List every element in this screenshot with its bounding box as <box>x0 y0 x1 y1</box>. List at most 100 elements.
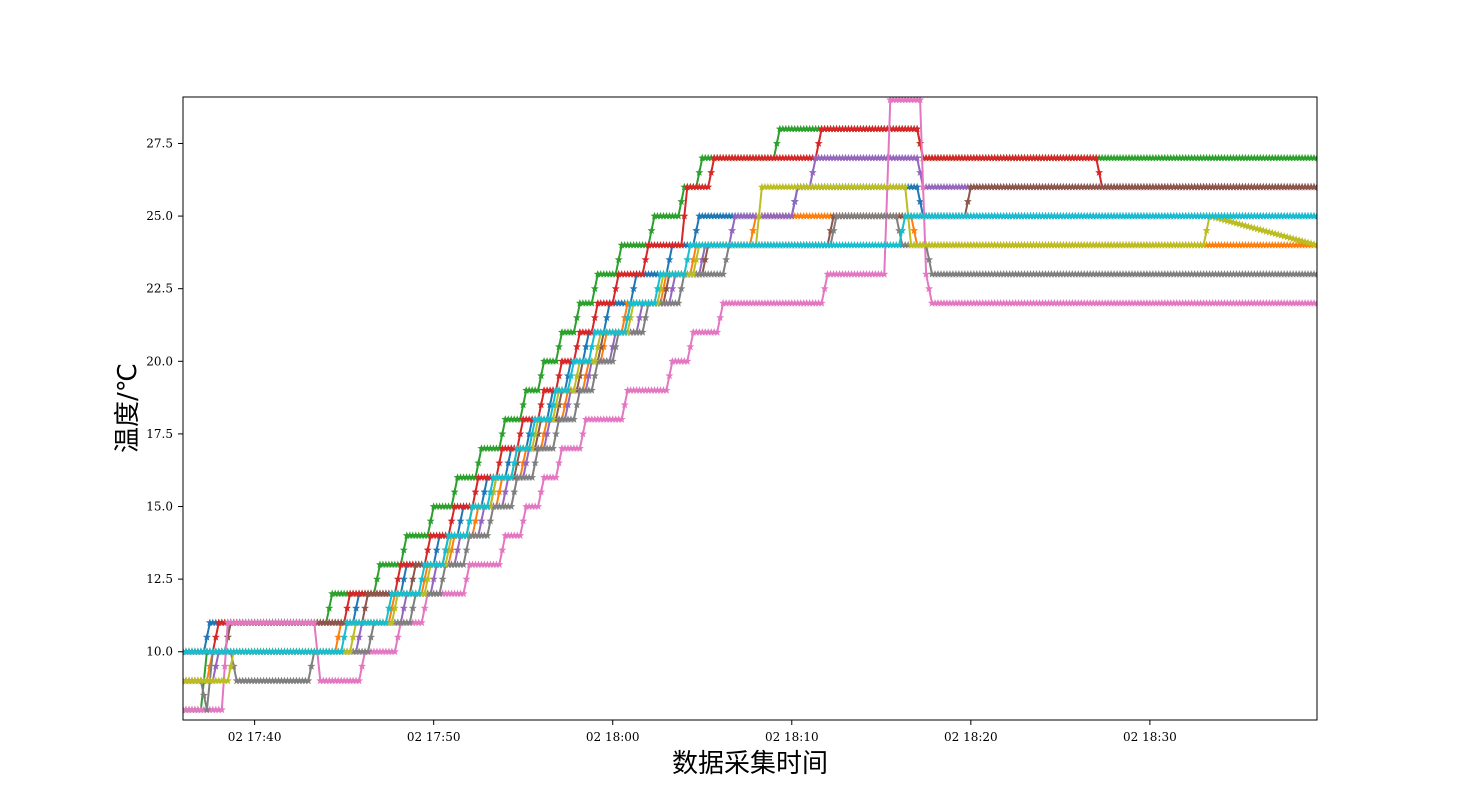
series-point <box>1196 270 1205 278</box>
series-point <box>525 415 534 423</box>
series-point <box>501 531 510 539</box>
series-point <box>1151 299 1160 307</box>
series-point <box>444 560 453 568</box>
series-point <box>1178 153 1187 162</box>
series-point <box>755 211 763 220</box>
series-point <box>1181 153 1190 162</box>
series-point <box>459 589 468 598</box>
series-point <box>1178 299 1187 307</box>
series-point <box>1292 153 1301 162</box>
series-point <box>453 560 462 568</box>
series-point <box>1235 240 1244 249</box>
series-point <box>1148 182 1157 191</box>
series-point <box>384 604 393 612</box>
series-point <box>471 487 480 496</box>
series-point <box>948 240 957 249</box>
series-point <box>516 429 525 438</box>
series-point <box>1202 211 1211 220</box>
series-point <box>447 531 456 539</box>
series-point <box>910 182 919 191</box>
series-point <box>910 124 919 133</box>
series-point <box>1193 299 1202 307</box>
series-point <box>778 299 787 307</box>
series-point <box>1062 240 1071 249</box>
series-point <box>447 545 456 554</box>
series-point <box>217 705 226 714</box>
series-point <box>471 516 480 525</box>
series-point <box>516 415 525 423</box>
series-point <box>1238 153 1247 162</box>
series-point <box>632 328 641 336</box>
series-point <box>1113 270 1122 278</box>
series-point <box>459 560 468 568</box>
series-point <box>695 270 704 278</box>
series-point <box>993 211 1002 220</box>
series-point <box>226 618 235 627</box>
series-point <box>477 444 486 452</box>
series-point <box>519 516 528 525</box>
series-point <box>850 240 859 249</box>
series-point <box>361 589 369 598</box>
series-point <box>516 444 525 452</box>
series-point <box>1098 299 1107 307</box>
series-point <box>1271 270 1280 278</box>
series-point <box>1029 299 1038 307</box>
series-point <box>528 444 537 452</box>
series-point <box>384 647 393 656</box>
series-point <box>620 299 629 307</box>
series-point <box>704 153 713 162</box>
series-point <box>361 604 369 612</box>
series-point <box>420 604 429 612</box>
series-point <box>820 284 829 293</box>
y-tick-label: 12.5 <box>146 572 173 586</box>
series-point <box>892 153 901 162</box>
series-point <box>940 299 948 307</box>
series-point <box>620 240 629 249</box>
series-point <box>1160 182 1169 191</box>
series-point <box>752 211 760 220</box>
series-point <box>498 545 507 554</box>
series-point <box>1154 270 1163 278</box>
series-point <box>841 270 850 278</box>
series-point <box>331 676 340 685</box>
series-point <box>223 618 232 627</box>
series-point <box>1053 211 1062 220</box>
series-point <box>444 545 453 554</box>
series-point <box>629 270 638 278</box>
series-point <box>555 342 563 351</box>
series-point <box>593 328 602 336</box>
series-point <box>1145 182 1154 191</box>
series-point <box>340 633 349 641</box>
series-point <box>716 313 725 322</box>
series-point <box>805 299 814 307</box>
series-point <box>898 240 907 249</box>
series-point <box>331 647 340 656</box>
series-point <box>1035 153 1044 162</box>
series-point <box>707 270 716 278</box>
series-point <box>1065 299 1074 307</box>
series-point <box>1136 240 1145 249</box>
series-point <box>1014 211 1023 220</box>
series-point <box>808 182 817 191</box>
series-point <box>671 270 680 278</box>
series-point <box>781 299 790 307</box>
series-point <box>211 705 220 714</box>
series-point <box>960 182 969 191</box>
series-point <box>486 516 495 525</box>
series-point <box>957 299 966 307</box>
series-point <box>802 299 811 307</box>
series-point <box>1122 182 1130 191</box>
series-point <box>495 560 504 568</box>
series-point <box>671 357 680 365</box>
series-point <box>874 270 883 278</box>
series-point <box>1074 153 1083 162</box>
series-point <box>653 211 662 220</box>
series-point <box>695 182 704 191</box>
series-point <box>1113 211 1122 220</box>
series-point <box>1292 240 1301 249</box>
series-point <box>367 647 375 656</box>
series-point <box>1214 270 1223 278</box>
series-point <box>596 357 605 365</box>
series-point <box>966 153 975 162</box>
series-point <box>504 415 513 423</box>
